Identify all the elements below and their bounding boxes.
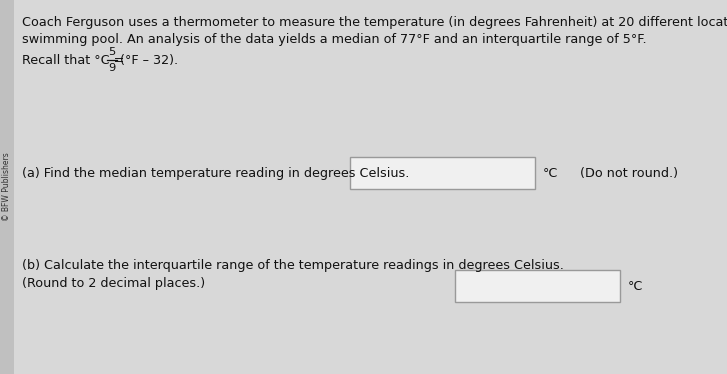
Text: (°F – 32).: (°F – 32). <box>120 54 178 67</box>
Text: (b) Calculate the interquartile range of the temperature readings in degrees Cel: (b) Calculate the interquartile range of… <box>22 259 564 272</box>
Text: (a) Find the median temperature reading in degrees Celsius.: (a) Find the median temperature reading … <box>22 167 409 180</box>
Text: 5: 5 <box>108 47 116 57</box>
Text: Coach Ferguson uses a thermometer to measure the temperature (in degrees Fahrenh: Coach Ferguson uses a thermometer to mea… <box>22 16 727 29</box>
Text: Recall that °C =: Recall that °C = <box>22 54 129 67</box>
Text: (Round to 2 decimal places.): (Round to 2 decimal places.) <box>22 277 205 290</box>
Text: 9: 9 <box>108 63 116 73</box>
Text: °C: °C <box>628 279 643 292</box>
Bar <box>350 157 535 189</box>
Bar <box>455 270 620 302</box>
Text: °C: °C <box>543 166 558 180</box>
Text: swimming pool. An analysis of the data yields a median of 77°F and an interquart: swimming pool. An analysis of the data y… <box>22 33 646 46</box>
Bar <box>0 0 14 374</box>
Text: (Do not round.): (Do not round.) <box>580 166 678 180</box>
Text: © BFW Publishers: © BFW Publishers <box>2 153 12 221</box>
